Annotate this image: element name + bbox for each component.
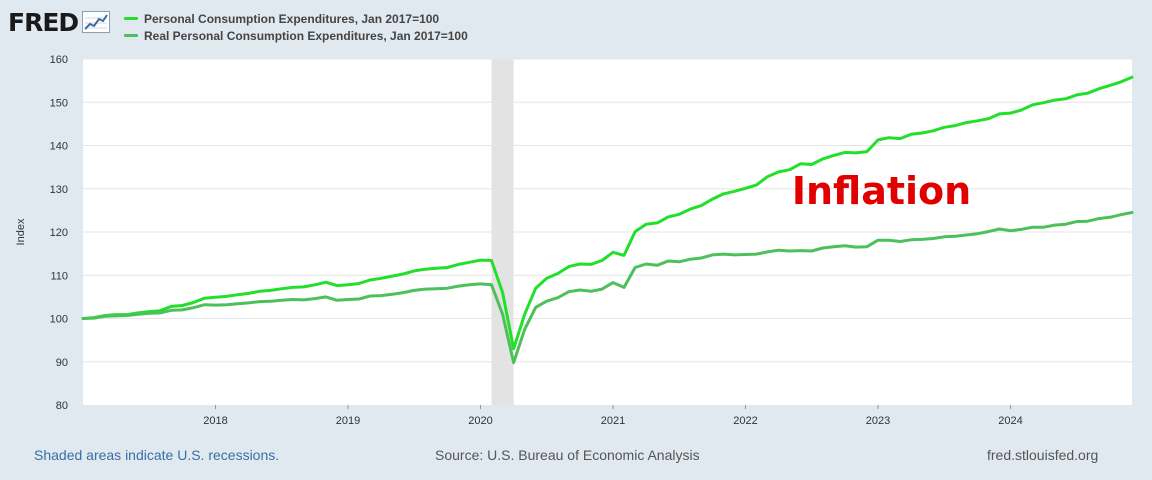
legend-item-2[interactable]: Real Personal Consumption Expenditures, … [124, 28, 468, 43]
chart-legend: Personal Consumption Expenditures, Jan 2… [124, 11, 468, 45]
y-tick-label-120: 120 [50, 227, 68, 239]
legend-swatch-1 [124, 17, 138, 20]
chart-header: FRED Personal Consumption Expenditures, … [0, 0, 1152, 48]
x-tick-label-2023: 2023 [866, 415, 890, 427]
logo-text: FRED [8, 7, 79, 37]
fred-logo[interactable]: FRED [8, 6, 111, 38]
y-axis-title: Index [15, 218, 27, 245]
y-tick-label-160: 160 [50, 54, 68, 66]
series-lines [81, 75, 1134, 365]
legend-label-2: Real Personal Consumption Expenditures, … [144, 28, 468, 43]
inflation-annotation: Inflation [792, 169, 971, 213]
recession-note-link[interactable]: Shaded areas indicate U.S. recessions. [34, 447, 280, 463]
y-tick-label-140: 140 [50, 141, 68, 153]
site-url: fred.stlouisfed.org [987, 447, 1099, 463]
x-tick-label-2021: 2021 [601, 415, 625, 427]
grid-lines [83, 58, 1132, 363]
x-tick-label-2022: 2022 [733, 415, 757, 427]
y-tick-label-110: 110 [50, 270, 68, 282]
y-tick-label-80: 80 [56, 400, 68, 412]
x-axis: 2018 2019 2020 2021 2022 2023 2024 [203, 405, 1023, 427]
y-tick-label-90: 90 [56, 357, 68, 369]
legend-item-1[interactable]: Personal Consumption Expenditures, Jan 2… [124, 11, 468, 26]
y-tick-label-150: 150 [50, 97, 68, 109]
x-tick-label-2024: 2024 [998, 415, 1022, 427]
x-tick-label-2019: 2019 [336, 415, 360, 427]
x-tick-label-2020: 2020 [468, 415, 492, 427]
source-note: Source: U.S. Bureau of Economic Analysis [435, 447, 700, 463]
y-tick-label-100: 100 [50, 314, 68, 326]
legend-label-1: Personal Consumption Expenditures, Jan 2… [144, 11, 440, 26]
y-axis: 80 90 100 110 120 130 140 150 160 [50, 54, 68, 412]
series-line-2 [81, 211, 1134, 365]
line-graph-icon [82, 11, 111, 33]
y-tick-label-130: 130 [50, 184, 68, 196]
legend-swatch-2 [124, 34, 138, 37]
series-line-1 [81, 75, 1134, 351]
x-tick-label-2018: 2018 [203, 415, 227, 427]
